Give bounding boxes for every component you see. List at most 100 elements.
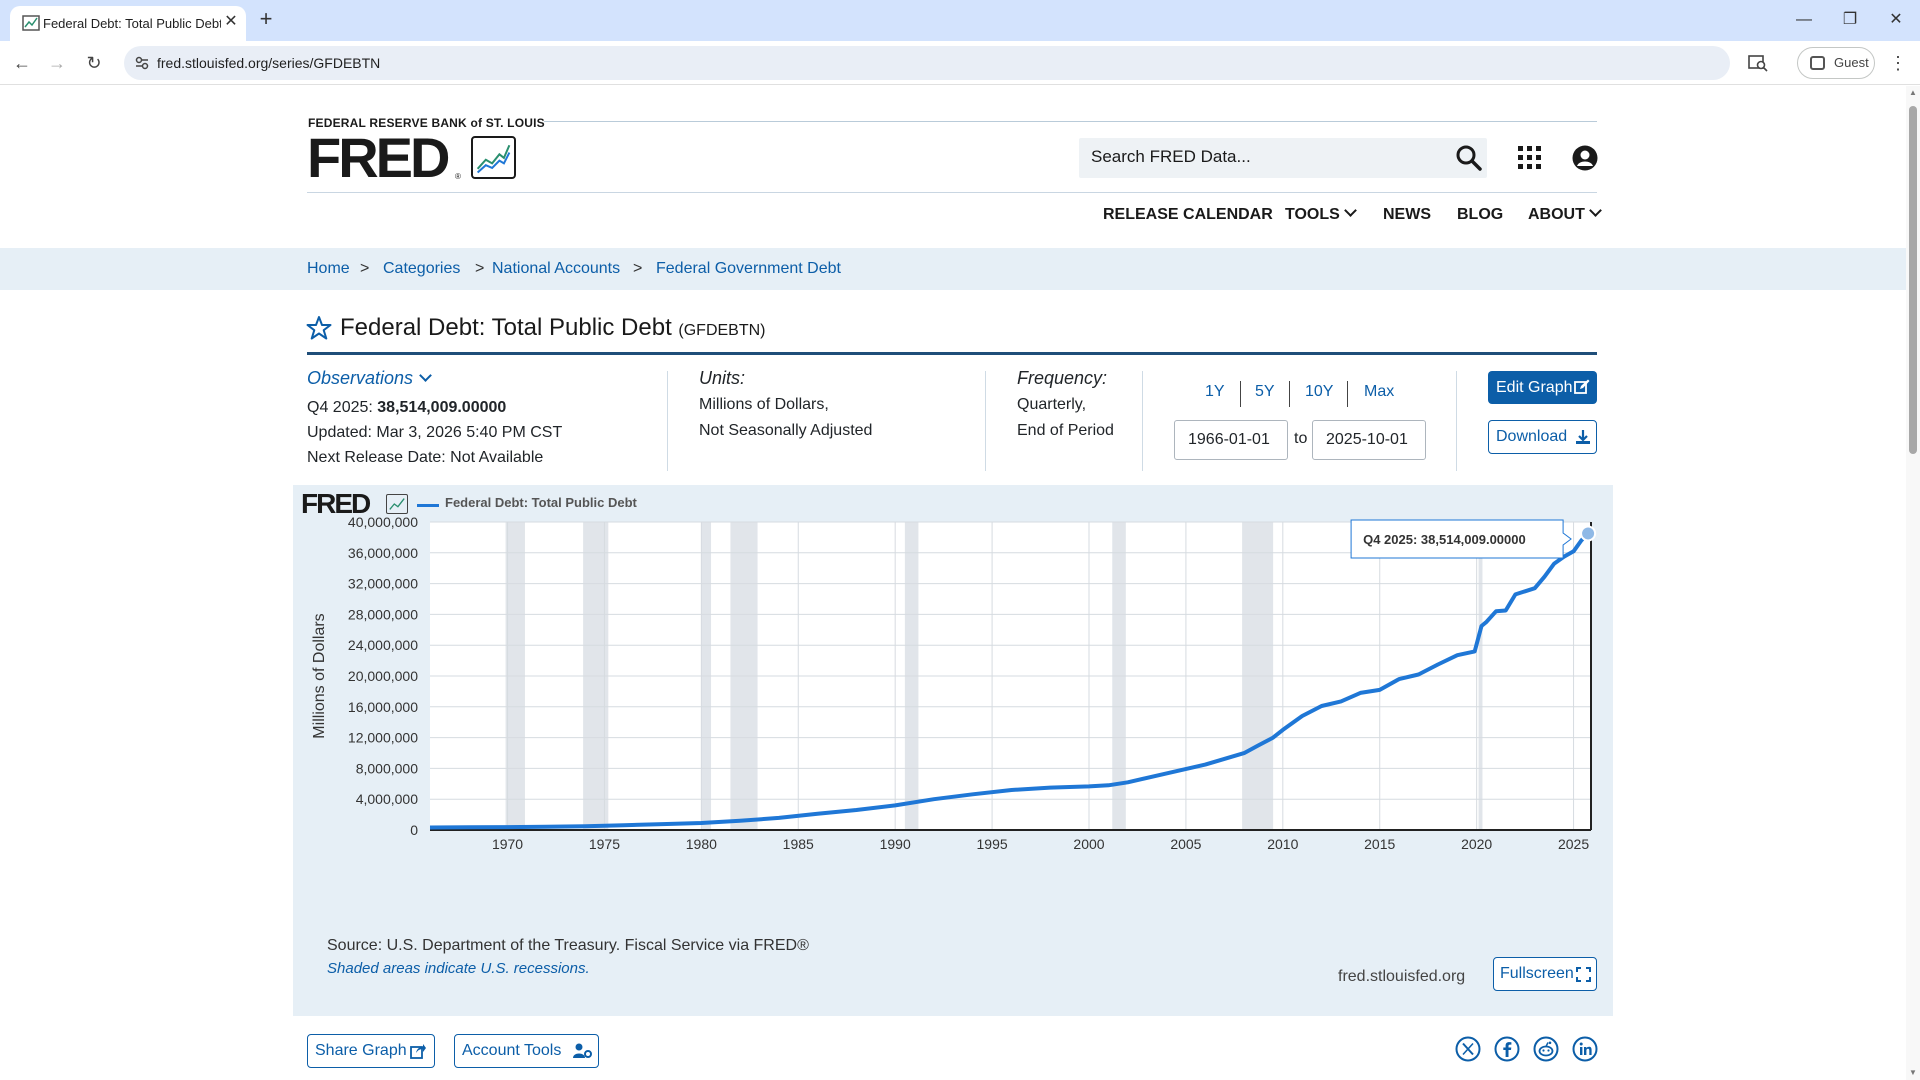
- back-icon[interactable]: ←: [13, 53, 31, 73]
- download-icon: [1576, 430, 1590, 444]
- nav-release-calendar[interactable]: RELEASE CALENDAR: [1103, 206, 1273, 224]
- linkedin-icon[interactable]: [1572, 1036, 1598, 1062]
- search-icon[interactable]: [1455, 144, 1483, 172]
- edit-graph-button[interactable]: Edit Graph: [1488, 371, 1597, 404]
- address-bar[interactable]: fred.stlouisfed.org/series/GFDEBTN: [124, 46, 1730, 80]
- reload-icon[interactable]: ↻: [86, 53, 102, 73]
- series-id: (GFDEBTN): [678, 322, 766, 339]
- end-date-input[interactable]: [1312, 420, 1426, 460]
- latest-period: Q4 2025:: [307, 399, 373, 416]
- profile-label: Guest: [1834, 55, 1869, 70]
- x-twitter-icon[interactable]: [1455, 1036, 1481, 1062]
- y-tick-label: 36,000,000: [348, 545, 418, 561]
- y-tick-label: 0: [410, 822, 418, 838]
- scroll-down-icon[interactable]: ▼: [1909, 1068, 1917, 1077]
- edit-icon: [1574, 379, 1590, 394]
- fred-chart-logo-icon: [386, 494, 408, 514]
- browser-tab-strip: Federal Debt: Total Public Debt ✕ + — ❐ …: [0, 0, 1920, 41]
- scroll-up-icon[interactable]: ▲: [1909, 88, 1917, 97]
- page-content: FEDERAL RESERVE BANK of ST. LOUIS FRED ®…: [0, 86, 1906, 1080]
- y-tick-label: 4,000,000: [356, 791, 418, 807]
- org-label: FEDERAL RESERVE BANK of ST. LOUIS: [308, 116, 545, 130]
- range-max-button[interactable]: Max: [1364, 383, 1395, 400]
- forward-icon[interactable]: →: [48, 53, 66, 73]
- nav-rule: [307, 192, 1597, 193]
- frequency-label: Frequency:: [1017, 368, 1108, 388]
- share-graph-label: Share Graph: [315, 1042, 407, 1059]
- range-1y-button[interactable]: 1Y: [1205, 383, 1225, 400]
- star-icon[interactable]: [306, 315, 332, 341]
- close-window-icon[interactable]: ✕: [1889, 11, 1903, 28]
- fullscreen-button[interactable]: Fullscreen: [1493, 957, 1597, 991]
- share-icon: [410, 1044, 426, 1059]
- hover-point: [1580, 525, 1597, 542]
- search-input[interactable]: [1091, 147, 1431, 167]
- divider: [1456, 371, 1457, 471]
- x-tick-label: 2025: [1558, 836, 1589, 852]
- x-tick-label: 1985: [783, 836, 814, 852]
- minimize-icon[interactable]: —: [1796, 11, 1812, 28]
- range-10y-button[interactable]: 10Y: [1305, 383, 1334, 400]
- latest-observation: Q4 2025: 38,514,009.00000: [307, 395, 506, 420]
- y-tick-label: 32,000,000: [348, 576, 418, 592]
- chevron-down-icon: [1343, 204, 1357, 217]
- x-tick-label: 1990: [880, 836, 911, 852]
- page-title: Federal Debt: Total Public Debt (GFDEBTN…: [340, 314, 766, 342]
- chevron-down-icon: [419, 369, 432, 382]
- divider: [667, 371, 668, 471]
- search-field[interactable]: [1079, 138, 1487, 178]
- tab-title: Federal Debt: Total Public Debt: [43, 16, 221, 31]
- account-tools-button[interactable]: Account Tools: [454, 1034, 599, 1068]
- facebook-icon[interactable]: [1494, 1036, 1520, 1062]
- restore-icon[interactable]: ❐: [1842, 11, 1858, 28]
- profile-button[interactable]: Guest: [1797, 47, 1875, 79]
- reading-mode-icon[interactable]: [1748, 54, 1768, 72]
- y-tick-label: 24,000,000: [348, 637, 418, 653]
- site-info-icon[interactable]: [134, 55, 150, 71]
- share-graph-button[interactable]: Share Graph: [307, 1034, 435, 1068]
- x-tick-label: 1980: [686, 836, 717, 852]
- observations-toggle[interactable]: Observations: [307, 368, 432, 389]
- nav-news[interactable]: NEWS: [1383, 206, 1431, 224]
- graph-fred-logo: FRED: [301, 488, 371, 519]
- start-date-input[interactable]: [1174, 420, 1288, 460]
- legend-label: Federal Debt: Total Public Debt: [445, 495, 637, 510]
- next-release-text: Next Release Date: Not Available: [307, 449, 544, 466]
- fred-chart-logo-icon[interactable]: [471, 136, 516, 179]
- graph-panel: FRED Federal Debt: Total Public Debt 0 4,…: [293, 485, 1613, 1016]
- new-tab-icon[interactable]: +: [259, 6, 273, 31]
- updated-text: Updated: Mar 3, 2026 5:40 PM CST: [307, 424, 563, 441]
- reddit-icon[interactable]: [1533, 1036, 1559, 1062]
- breadcrumb-home[interactable]: Home: [307, 260, 350, 277]
- range-5y-button[interactable]: 5Y: [1255, 383, 1275, 400]
- nav-about[interactable]: ABOUT: [1528, 204, 1602, 224]
- nav-label: TOOLS: [1285, 206, 1340, 223]
- user-gear-icon: [573, 1043, 592, 1058]
- fred-logo[interactable]: FRED: [307, 126, 450, 189]
- browser-menu-icon[interactable]: ⋮: [1889, 53, 1907, 73]
- scrollbar-thumb[interactable]: [1909, 106, 1917, 454]
- download-button[interactable]: Download: [1488, 420, 1597, 454]
- apps-grid-icon[interactable]: [1517, 145, 1543, 171]
- line-chart[interactable]: 0 4,000,000 8,000,000 12,000,000 16,000,000 2…: [293, 485, 1613, 935]
- y-tick-label: 16,000,000: [348, 699, 418, 715]
- browser-tab[interactable]: Federal Debt: Total Public Debt ✕: [10, 6, 246, 41]
- x-tick-label: 2020: [1461, 836, 1492, 852]
- x-tick-label: 1975: [589, 836, 620, 852]
- tooltip-box: [1350, 519, 1572, 559]
- breadcrumb-separator: >: [633, 260, 643, 277]
- account-icon[interactable]: [1572, 145, 1598, 171]
- units-line1: Millions of Dollars,: [699, 396, 829, 413]
- tooltip-value: 38,514,009.00000: [1421, 532, 1526, 547]
- breadcrumb-categories[interactable]: Categories: [383, 260, 461, 277]
- nav-blog[interactable]: BLOG: [1457, 206, 1503, 224]
- x-tick-label: 1995: [977, 836, 1008, 852]
- breadcrumb-national-accounts[interactable]: National Accounts: [492, 260, 621, 277]
- series-line: [429, 532, 1590, 830]
- nav-tools[interactable]: TOOLS: [1285, 204, 1357, 224]
- breadcrumb-federal-government-debt[interactable]: Federal Government Debt: [656, 260, 841, 277]
- page-scrollbar[interactable]: ▲ ▼: [1906, 86, 1920, 1080]
- divider: [1142, 371, 1143, 471]
- close-tab-icon[interactable]: ✕: [224, 13, 238, 30]
- url-text: fred.stlouisfed.org/series/GFDEBTN: [157, 55, 381, 71]
